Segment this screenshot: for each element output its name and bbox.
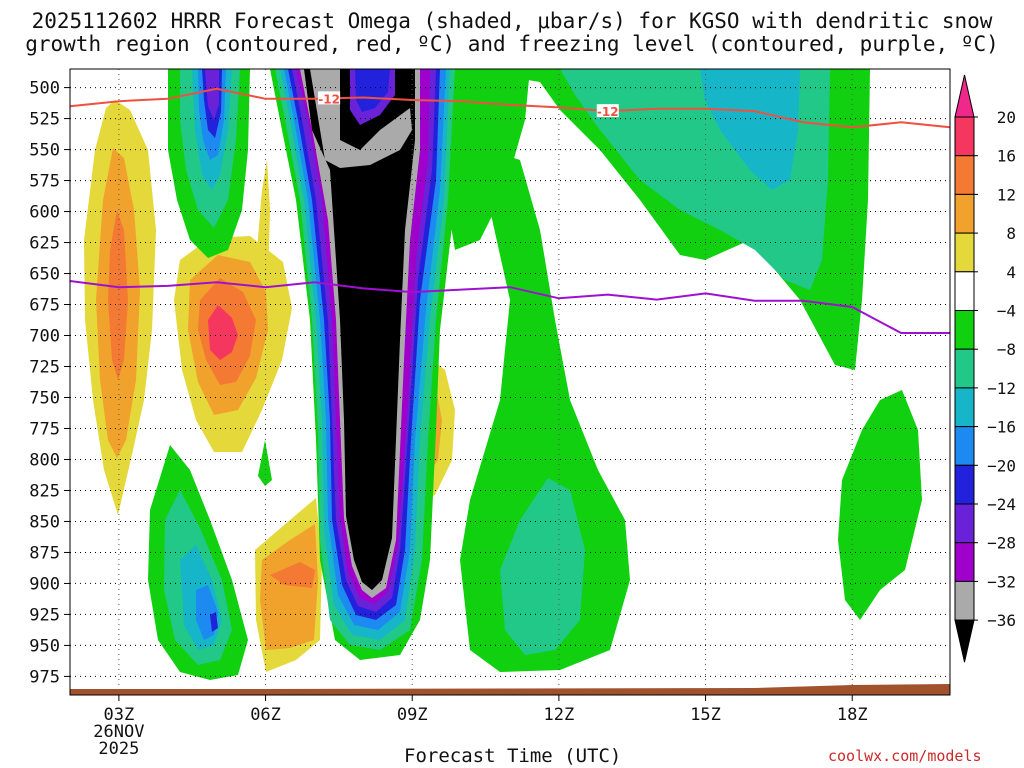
x-tick-label: 18Z <box>837 705 868 725</box>
plot-frame <box>69 68 951 696</box>
colorbar-bin <box>954 116 975 157</box>
x-tick-label: 06Z <box>250 705 281 725</box>
y-tick-label: 950 <box>29 636 60 656</box>
colorbar-label: 20 <box>997 108 1016 127</box>
y-tick-label: 900 <box>29 574 60 594</box>
y-tick-label: 675 <box>29 296 60 316</box>
colorbar-label: −36 <box>987 611 1016 630</box>
colorbar-bin <box>954 155 975 195</box>
x-date-label: 26NOV <box>93 722 144 742</box>
contour-label-bg <box>596 104 619 118</box>
colorbar-label: −12 <box>987 379 1016 398</box>
colorbar-bin <box>954 271 975 311</box>
colorbar-bin <box>954 232 975 273</box>
contour-label: -12 <box>597 105 619 119</box>
colorbar: 20 16 12 8 4 −4 −8 −12 −16 −20 −24 −28 −32 −36 <box>954 74 1016 663</box>
colorbar-bin <box>954 580 975 621</box>
y-tick-label: 700 <box>29 327 60 347</box>
colorbar-label: 16 <box>997 147 1016 166</box>
y-tick-label: 975 <box>29 667 60 687</box>
y-tick-label: 525 <box>29 110 60 130</box>
y-tick-label: 650 <box>29 265 60 285</box>
contour-lines <box>69 87 951 334</box>
x-tick-label: 12Z <box>544 705 575 725</box>
colorbar-bin <box>954 387 975 428</box>
colorbar-label: −8 <box>997 340 1016 359</box>
y-tick-label: 800 <box>29 450 60 470</box>
freezing-level-contour <box>69 280 950 334</box>
colorbar-label: −28 <box>987 534 1016 553</box>
source-credit: coolwx.com/models <box>828 747 982 765</box>
chart-title-line-1: 2025112602 HRRR Forecast Omega (shaded, … <box>31 9 993 33</box>
terrain-fill <box>70 684 950 695</box>
colorbar-bin <box>954 193 975 234</box>
y-tick-label: 500 <box>29 79 60 99</box>
colorbar-bottom-arrow <box>954 619 975 663</box>
omega-shaded-field <box>84 69 922 680</box>
x-tick-label: 09Z <box>397 705 428 725</box>
colorbar-bin <box>954 464 975 505</box>
colorbar-label: 4 <box>1006 263 1016 282</box>
colorbar-bin <box>954 503 975 544</box>
colorbar-label: −16 <box>987 418 1016 437</box>
colorbar-label: 8 <box>1006 224 1016 243</box>
y-axis: 500 525 550 575 600 625 650 675 700 725 750 775 800 8… <box>29 79 70 687</box>
colorbar-label: −4 <box>997 302 1016 321</box>
y-tick-label: 775 <box>29 419 60 439</box>
x-tick-label: 03Z <box>104 705 135 725</box>
y-tick-label: 875 <box>29 543 60 563</box>
y-tick-label: 750 <box>29 388 60 408</box>
y-tick-label: 625 <box>29 234 60 254</box>
colorbar-label: −32 <box>987 572 1016 591</box>
y-tick-label: 825 <box>29 481 60 501</box>
chart-title-line-2: growth region (contoured, red, ºC) and f… <box>25 32 999 56</box>
contour-label-bg <box>318 91 341 105</box>
x-date-label: 2025 <box>98 739 139 759</box>
colorbar-bin <box>954 310 975 350</box>
x-axis-label: Forecast Time (UTC) <box>404 745 622 767</box>
y-tick-label: 925 <box>29 605 60 625</box>
colorbar-label: −24 <box>987 495 1016 514</box>
x-tick-label: 15Z <box>690 705 721 725</box>
colorbar-label: −20 <box>987 456 1016 475</box>
y-tick-label: 575 <box>29 172 60 192</box>
colorbar-bin <box>954 426 975 466</box>
dgz-minus12-contour <box>69 87 951 129</box>
colorbar-top-arrow <box>954 74 975 118</box>
colorbar-label: 12 <box>997 185 1016 204</box>
contour-label: -12 <box>318 92 340 106</box>
terrain-polygon <box>70 684 950 695</box>
y-tick-label: 850 <box>29 512 60 532</box>
y-tick-label: 600 <box>29 203 60 223</box>
dotted-grid <box>70 69 950 695</box>
y-tick-label: 550 <box>29 141 60 161</box>
colorbar-bin <box>954 348 975 389</box>
colorbar-bin <box>954 542 975 582</box>
y-tick-label: 725 <box>29 358 60 378</box>
contour-labels: -12 -12 <box>318 91 619 119</box>
